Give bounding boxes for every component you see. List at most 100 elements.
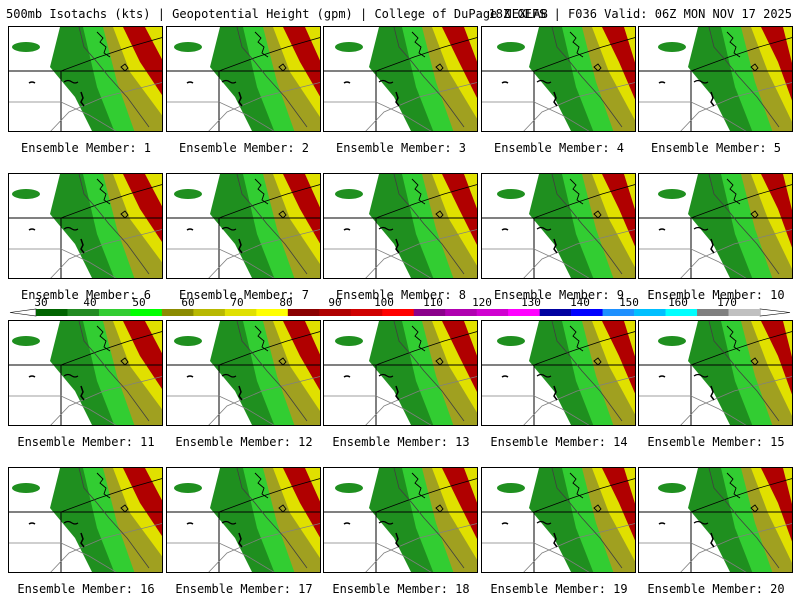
state-line: [60, 331, 162, 366]
river-outline: [395, 532, 400, 548]
colorbar-swatch: [350, 309, 383, 316]
state-line: [375, 478, 477, 513]
colorbar-tick-label: 110: [423, 296, 443, 309]
colorbar-tick-label: 50: [132, 296, 145, 309]
height-contour: [78, 321, 150, 422]
lake-outline: [221, 373, 237, 378]
island-outline: [750, 63, 759, 72]
colorbar-tick-label: 130: [521, 296, 541, 309]
height-contour: [9, 395, 117, 425]
isotach-patch: [174, 336, 202, 346]
isotach-band-80kt: [602, 27, 635, 100]
state-line: [218, 37, 320, 72]
member-label: Ensemble Member: 16: [17, 582, 155, 596]
height-contour: [167, 248, 275, 278]
colorbar-swatch: [256, 309, 289, 316]
isotach-patch: [335, 42, 363, 52]
river-outline: [553, 91, 558, 107]
river-outline: [238, 532, 243, 548]
height-contour: [208, 229, 320, 278]
island-outline: [593, 63, 602, 72]
isotach-map: [9, 468, 162, 572]
height-contour: [482, 248, 590, 278]
height-contour: [324, 101, 432, 131]
member-map-19: [481, 467, 636, 573]
island-outline: [278, 357, 287, 366]
member-label: Ensemble Member: 1: [20, 141, 152, 155]
lake-outline: [343, 522, 351, 525]
lake-outline: [28, 375, 36, 378]
height-contour: [551, 174, 623, 275]
isotach-patch: [497, 42, 525, 52]
lake-outline: [343, 81, 351, 84]
river-outline: [238, 238, 243, 254]
state-line: [690, 184, 792, 219]
lake-outline: [343, 228, 351, 231]
river-outline: [80, 238, 85, 254]
height-contour: [50, 523, 162, 572]
river-outline: [80, 385, 85, 401]
lake-outline: [658, 375, 666, 378]
height-contour: [9, 248, 117, 278]
colorbar-swatch: [36, 309, 68, 316]
height-contour: [167, 395, 275, 425]
height-contour: [393, 174, 465, 275]
isotach-band-80kt: [761, 468, 792, 542]
height-contour: [365, 376, 477, 425]
height-contour: [208, 523, 320, 572]
isotach-patch: [174, 483, 202, 493]
height-contour: [482, 101, 590, 131]
member-label: Ensemble Member: 10: [647, 288, 785, 302]
isotach-patch: [12, 42, 40, 52]
coastline: [411, 325, 426, 352]
colorbar-tick-label: 170: [717, 296, 737, 309]
colorbar-swatch: [413, 309, 446, 316]
colorbar-swatch: [382, 309, 415, 316]
river-outline: [395, 91, 400, 107]
member-map-5: [638, 26, 793, 132]
run-info: 18Z GEFS | F036 Valid: 06Z MON NOV 17 20…: [488, 7, 792, 21]
isotach-patch: [658, 336, 686, 346]
member-label: Ensemble Member: 3: [335, 141, 467, 155]
member-label: Ensemble Member: 8: [335, 288, 467, 302]
colorbar-swatch: [697, 309, 729, 316]
height-contour: [78, 468, 150, 569]
lake-outline: [63, 79, 79, 84]
lake-outline: [63, 373, 79, 378]
colorbar-tick-label: 150: [619, 296, 639, 309]
isotach-map: [639, 468, 792, 572]
colorbar-swatch: [539, 309, 572, 316]
isotach-band-80kt: [123, 27, 162, 95]
member-label: Ensemble Member: 12: [175, 435, 313, 449]
isotach-map: [639, 174, 792, 278]
lake-outline: [63, 520, 79, 525]
isotach-patch: [497, 189, 525, 199]
lake-outline: [186, 228, 194, 231]
coastline: [96, 178, 111, 205]
isotach-band-80kt: [761, 321, 792, 395]
isotach-patch: [174, 42, 202, 52]
lake-outline: [28, 522, 36, 525]
height-contour: [208, 376, 320, 425]
lake-outline: [536, 79, 552, 84]
lake-outline: [221, 520, 237, 525]
coastline: [254, 178, 269, 205]
height-contour: [50, 82, 162, 131]
lake-outline: [658, 81, 666, 84]
isotach-map: [482, 174, 635, 278]
member-map-18: [323, 467, 478, 573]
height-contour: [523, 523, 635, 572]
colorbar-swatch: [728, 309, 761, 316]
isotach-map: [324, 27, 477, 131]
height-contour: [393, 468, 465, 569]
river-outline: [710, 532, 715, 548]
colorbar-graphic: 30 40 50 60 70 80 90 100 110 120 130 140 150 160 170: [9, 296, 791, 317]
coastline: [411, 178, 426, 205]
isotach-map: [9, 174, 162, 278]
member-label: Ensemble Member: 5: [650, 141, 782, 155]
isotach-band-80kt: [602, 321, 635, 394]
colorbar-swatch: [193, 309, 226, 316]
isotach-patch: [658, 42, 686, 52]
isotach-map: [9, 321, 162, 425]
island-outline: [435, 357, 444, 366]
